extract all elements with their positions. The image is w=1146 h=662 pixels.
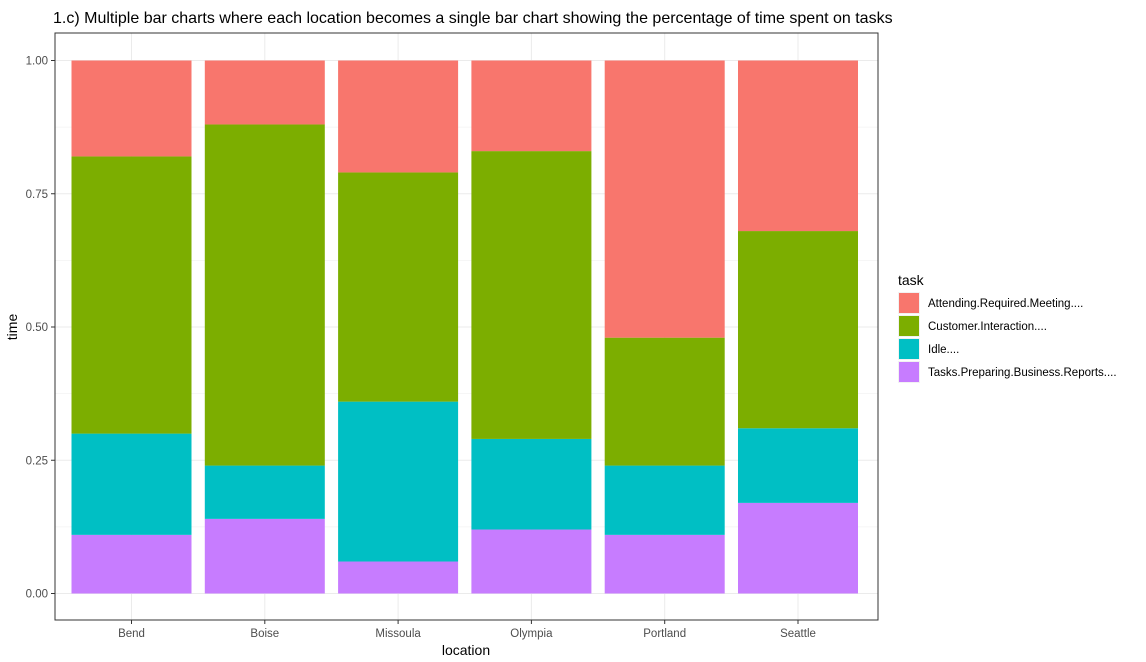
bar-segment — [604, 465, 725, 535]
bar-segment — [204, 60, 325, 125]
x-tick-label: Seattle — [780, 628, 816, 640]
bar-segment — [204, 465, 325, 519]
bar-segment — [604, 60, 725, 338]
bar-segment — [71, 433, 192, 535]
y-axis: 0.00 0.25 0.50 0.75 1.00 — [26, 56, 55, 601]
chart-title: 1.c) Multiple bar charts where each loca… — [53, 10, 893, 27]
bar-segment — [738, 428, 858, 503]
x-axis: Bend Boise Missoula Olympia Portland Seattle — [118, 620, 816, 640]
bar-segment — [338, 60, 459, 173]
legend-title: task — [898, 272, 925, 288]
legend-swatch — [899, 293, 919, 313]
legend-label: Idle.... — [928, 344, 959, 356]
bar-segment — [471, 529, 592, 594]
bar-segment — [204, 518, 325, 594]
bars — [71, 60, 858, 594]
bar-segment — [71, 60, 192, 157]
bar-segment — [471, 151, 592, 439]
bar-segment — [471, 60, 592, 152]
legend-swatch — [899, 316, 919, 336]
x-tick-label: Bend — [118, 628, 145, 640]
x-tick-label: Olympia — [510, 628, 553, 640]
legend: task Attending.Required.Meeting.... Custo… — [898, 272, 1117, 383]
y-tick-label: 0.75 — [26, 189, 48, 201]
y-tick-label: 0.25 — [26, 455, 48, 467]
bar-segment — [738, 231, 858, 429]
bar-segment — [71, 156, 192, 434]
bar-segment — [738, 502, 858, 594]
y-tick-label: 1.00 — [26, 56, 48, 68]
legend-swatch — [899, 339, 919, 359]
legend-label: Attending.Required.Meeting.... — [928, 298, 1083, 310]
legend-label: Customer.Interaction.... — [928, 321, 1047, 333]
bar-segment — [338, 561, 459, 594]
y-tick-label: 0.50 — [26, 322, 48, 334]
bar-segment — [471, 438, 592, 530]
y-tick-label: 0.00 — [26, 589, 48, 601]
x-tick-label: Missoula — [375, 628, 421, 640]
legend-label: Tasks.Preparing.Business.Reports.... — [928, 367, 1117, 379]
bar-segment — [338, 401, 459, 562]
bar-segment — [738, 60, 858, 232]
bar-segment — [204, 124, 325, 466]
bar-segment — [604, 337, 725, 466]
bar-segment — [604, 534, 725, 594]
bar-segment — [71, 534, 192, 594]
x-axis-title: location — [442, 642, 490, 658]
x-tick-label: Portland — [643, 628, 686, 640]
legend-swatch — [899, 362, 919, 382]
bar-segment — [338, 172, 459, 402]
x-tick-label: Boise — [250, 628, 279, 640]
y-axis-title: time — [4, 314, 20, 341]
